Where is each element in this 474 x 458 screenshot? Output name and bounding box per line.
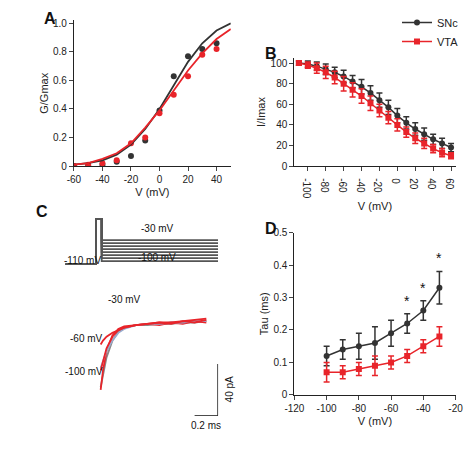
svg-text:0.2: 0.2 — [273, 324, 287, 335]
svg-text:*: * — [404, 293, 410, 309]
svg-text:0.2: 0.2 — [53, 132, 67, 143]
svg-text:-80: -80 — [319, 178, 330, 193]
svg-text:20: 20 — [276, 140, 288, 151]
svg-text:0.6: 0.6 — [53, 75, 67, 86]
svg-text:-60: -60 — [337, 178, 348, 193]
svg-text:-20: -20 — [372, 178, 383, 193]
svg-text:-40: -40 — [416, 403, 431, 414]
svg-text:I/Imax: I/Imax — [255, 97, 267, 127]
svg-text:40 pA: 40 pA — [224, 376, 235, 402]
svg-text:60: 60 — [444, 178, 455, 190]
svg-text:0.5: 0.5 — [273, 227, 287, 238]
svg-text:B: B — [265, 45, 277, 62]
svg-text:20: 20 — [182, 174, 194, 185]
svg-text:0: 0 — [390, 178, 401, 184]
svg-text:-30 mV: -30 mV — [108, 294, 141, 305]
svg-text:-100 mV: -100 mV — [138, 252, 176, 263]
svg-text:-60: -60 — [67, 174, 82, 185]
svg-text:V (mV): V (mV) — [135, 186, 169, 198]
svg-text:-20: -20 — [448, 403, 463, 414]
svg-text:1.0: 1.0 — [53, 18, 67, 29]
svg-text:0.3: 0.3 — [273, 292, 287, 303]
svg-text:-120: -120 — [284, 403, 304, 414]
svg-text:*: * — [436, 250, 442, 266]
svg-text:0.4: 0.4 — [273, 260, 287, 271]
svg-text:*: * — [420, 280, 426, 296]
svg-text:Tau (ms): Tau (ms) — [258, 292, 270, 335]
svg-text:60: 60 — [276, 99, 288, 110]
svg-text:80: 80 — [276, 78, 288, 89]
svg-text:V (mV): V (mV) — [358, 415, 392, 427]
svg-text:V (mV): V (mV) — [358, 200, 392, 212]
svg-text:-100 mV: -100 mV — [65, 366, 103, 377]
svg-text:-80: -80 — [352, 403, 367, 414]
svg-text:-60 mV: -60 mV — [70, 333, 103, 344]
svg-text:0.1: 0.1 — [273, 357, 287, 368]
svg-text:40: 40 — [426, 178, 437, 190]
svg-text:D: D — [265, 220, 277, 237]
svg-text:-60: -60 — [384, 403, 399, 414]
svg-text:-100: -100 — [301, 178, 312, 198]
svg-text:C: C — [36, 203, 48, 220]
svg-text:100: 100 — [271, 58, 288, 69]
svg-text:0.8: 0.8 — [53, 46, 67, 57]
svg-text:0: 0 — [282, 161, 288, 172]
svg-text:0: 0 — [282, 389, 288, 400]
svg-text:-110 mV: -110 mV — [64, 255, 101, 266]
svg-text:-40: -40 — [355, 178, 366, 193]
svg-text:A: A — [44, 10, 56, 27]
svg-text:40: 40 — [276, 119, 288, 130]
svg-text:-100: -100 — [317, 403, 337, 414]
svg-text:-30 mV: -30 mV — [141, 223, 174, 234]
svg-text:20: 20 — [408, 178, 419, 190]
svg-text:0.2 ms: 0.2 ms — [191, 420, 221, 431]
svg-text:G/Gmax: G/Gmax — [38, 72, 50, 113]
svg-text:0.4: 0.4 — [53, 103, 67, 114]
svg-text:0: 0 — [157, 174, 163, 185]
svg-text:-20: -20 — [124, 174, 139, 185]
svg-text:40: 40 — [211, 174, 223, 185]
svg-text:0: 0 — [61, 161, 67, 172]
svg-text:-40: -40 — [95, 174, 110, 185]
svg-text:VTA: VTA — [437, 36, 458, 48]
svg-text:SNc: SNc — [437, 17, 458, 29]
